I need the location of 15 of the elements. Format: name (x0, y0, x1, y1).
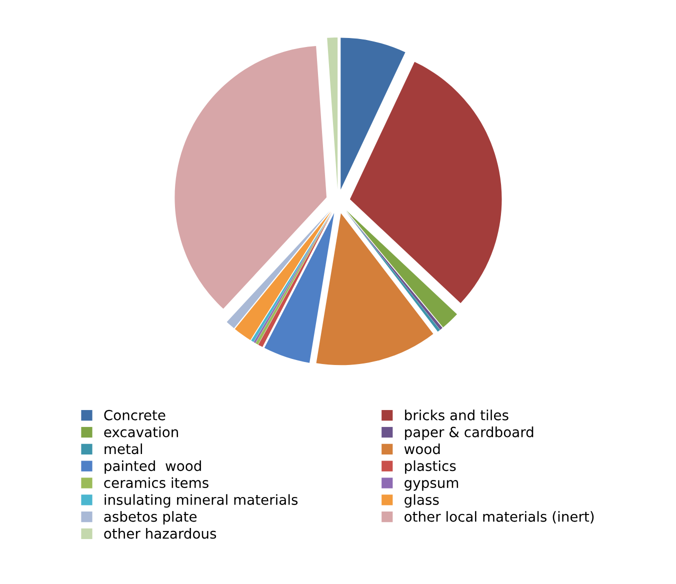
legend-label: painted wood (104, 460, 201, 474)
legend-label: metal (104, 443, 142, 454)
legend-label: ceramics items (104, 477, 208, 488)
legend-label: asbetos plate (104, 511, 197, 525)
legend-label: plastics (405, 460, 456, 474)
legend-label: other local materials (inert) (404, 511, 594, 524)
legend-label: glass (404, 494, 439, 508)
legend-label: bricks and tiles (405, 410, 508, 420)
legend-label: wood (404, 443, 440, 454)
legend-label: other hazardous (104, 528, 216, 539)
legend-label: gypsum (404, 480, 458, 491)
legend-label: insulating mineral materials (104, 494, 298, 508)
legend-label: Concrete (104, 410, 166, 420)
legend-label: excavation (104, 426, 178, 438)
legend-label: paper & cardboard (405, 426, 534, 440)
